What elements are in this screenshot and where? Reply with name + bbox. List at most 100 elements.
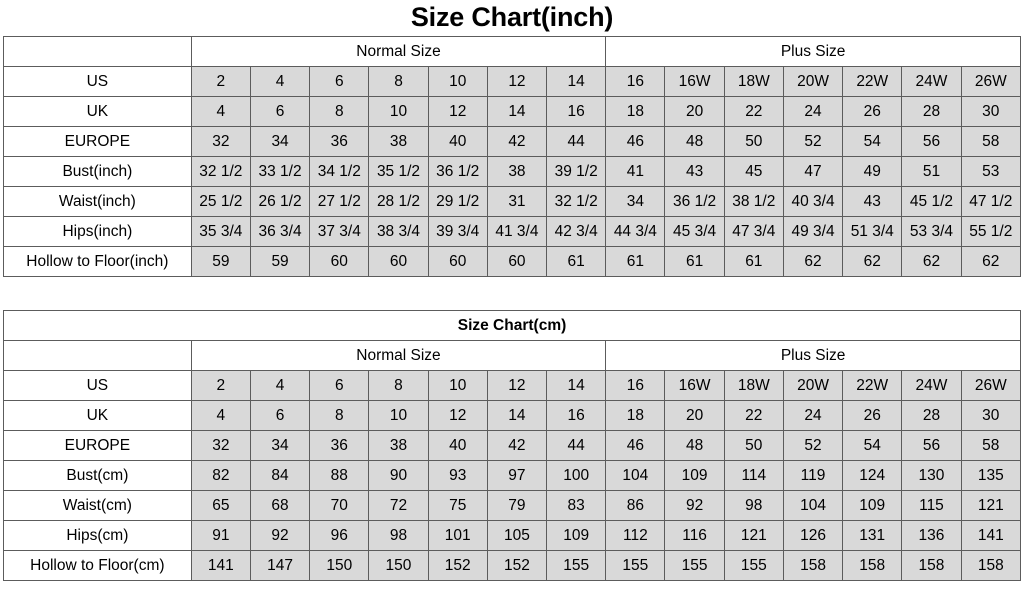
cell-cm-0-8: 16W [664, 370, 725, 401]
cell-cm-6-6: 155 [546, 550, 607, 581]
cell-cm-2-0: 32 [190, 430, 251, 461]
cell-cm-3-9: 114 [723, 460, 784, 491]
cell-inch-2-9: 50 [723, 126, 784, 157]
cell-inch-6-0: 59 [190, 246, 251, 277]
cell-inch-1-0: 4 [190, 96, 251, 127]
cell-cm-1-12: 28 [901, 400, 962, 431]
cell-cm-2-7: 46 [605, 430, 666, 461]
cell-inch-5-13: 55 1/2 [960, 216, 1022, 247]
cell-cm-1-8: 20 [664, 400, 725, 431]
cell-cm-6-11: 158 [842, 550, 903, 581]
table-row: Waist(inch) 25 1/2 26 1/2 27 1/2 28 1/2 29 1/… [3, 186, 1022, 217]
cell-inch-4-5: 31 [486, 186, 548, 217]
row-label-cm-2: EUROPE [3, 430, 192, 461]
cell-cm-1-13: 30 [960, 400, 1022, 431]
cell-inch-4-12: 45 1/2 [901, 186, 962, 217]
cell-cm-2-4: 40 [427, 430, 488, 461]
cell-cm-4-8: 92 [664, 490, 725, 521]
cell-cm-3-10: 119 [782, 460, 844, 491]
cell-cm-4-6: 83 [546, 490, 607, 521]
cell-cm-1-6: 16 [546, 400, 607, 431]
cell-inch-2-3: 38 [368, 126, 429, 157]
cell-cm-5-2: 96 [309, 520, 370, 551]
table-row: Hips(cm) 91 92 96 98 101 105 109 112 116 121 126 131… [3, 520, 1022, 551]
cell-cm-6-4: 152 [427, 550, 488, 581]
cell-inch-0-0: 2 [190, 66, 251, 97]
cell-inch-5-9: 47 3/4 [723, 216, 784, 247]
cell-inch-3-2: 34 1/2 [309, 156, 370, 187]
cell-cm-3-5: 97 [486, 460, 548, 491]
cell-cm-3-1: 84 [249, 460, 311, 491]
cell-inch-1-6: 16 [546, 96, 607, 127]
cell-cm-0-1: 4 [249, 370, 311, 401]
cell-cm-3-13: 135 [960, 460, 1022, 491]
cell-cm-5-13: 141 [960, 520, 1022, 551]
cell-inch-1-9: 22 [723, 96, 784, 127]
cell-inch-3-4: 36 1/2 [427, 156, 488, 187]
cell-inch-6-11: 62 [842, 246, 903, 277]
cell-inch-3-9: 45 [723, 156, 784, 187]
cell-inch-5-2: 37 3/4 [309, 216, 370, 247]
size-table-inch: Normal Size Plus Size US 2 4 6 8 10 12 14 16 16W 18W… [3, 36, 1022, 277]
cell-cm-2-9: 50 [723, 430, 784, 461]
table-row: Hollow to Floor(cm) 141 147 150 150 152 152 155… [3, 550, 1022, 581]
cell-cm-0-2: 6 [309, 370, 370, 401]
cell-inch-4-6: 32 1/2 [546, 186, 607, 217]
cell-cm-1-4: 12 [427, 400, 488, 431]
cell-inch-1-5: 14 [486, 96, 548, 127]
group-header-inch-1: Plus Size [605, 36, 1021, 67]
table-row: UK 4 6 8 10 12 14 16 18 20 22 24 26 28 30 [3, 400, 1022, 431]
cell-inch-3-8: 43 [664, 156, 725, 187]
cell-cm-5-6: 109 [546, 520, 607, 551]
cell-cm-4-3: 72 [368, 490, 429, 521]
cell-cm-1-1: 6 [249, 400, 311, 431]
cell-cm-2-10: 52 [782, 430, 844, 461]
cell-cm-0-7: 16 [605, 370, 666, 401]
cell-inch-2-7: 46 [605, 126, 666, 157]
cell-inch-1-11: 26 [842, 96, 903, 127]
cell-inch-6-9: 61 [723, 246, 784, 277]
cell-inch-3-13: 53 [960, 156, 1022, 187]
cell-inch-4-4: 29 1/2 [427, 186, 488, 217]
cell-inch-0-11: 22W [842, 66, 903, 97]
cell-cm-2-2: 36 [309, 430, 370, 461]
cell-cm-1-5: 14 [486, 400, 548, 431]
cell-cm-1-9: 22 [723, 400, 784, 431]
cell-cm-6-7: 155 [605, 550, 666, 581]
group-header-inch-0: Normal Size [190, 36, 607, 67]
cell-cm-4-0: 65 [190, 490, 251, 521]
table-row: Hips(inch) 35 3/4 36 3/4 37 3/4 38 3/4 39 3/4… [3, 216, 1022, 247]
cell-inch-4-0: 25 1/2 [190, 186, 251, 217]
cell-inch-0-6: 14 [546, 66, 607, 97]
cell-inch-1-10: 24 [782, 96, 844, 127]
cell-inch-0-1: 4 [249, 66, 311, 97]
row-label-inch-3: Bust(inch) [3, 156, 192, 187]
page-title-cm: Size Chart(cm) [3, 310, 1021, 341]
cell-cm-0-5: 12 [486, 370, 548, 401]
cell-inch-2-5: 42 [486, 126, 548, 157]
table-title-row-cm: Size Chart(cm) [3, 310, 1021, 341]
cell-cm-5-8: 116 [664, 520, 725, 551]
table-row: US 2 4 6 8 10 12 14 16 16W 18W 20W 22W 24W 26W [3, 66, 1022, 97]
cell-cm-0-10: 20W [782, 370, 844, 401]
row-label-inch-5: Hips(inch) [3, 216, 192, 247]
cell-inch-0-10: 20W [782, 66, 844, 97]
cell-cm-2-5: 42 [486, 430, 548, 461]
cell-cm-3-3: 90 [368, 460, 429, 491]
cell-inch-6-12: 62 [901, 246, 962, 277]
cell-inch-1-4: 12 [427, 96, 488, 127]
cell-inch-1-8: 20 [664, 96, 725, 127]
row-label-inch-0: US [3, 66, 192, 97]
cell-cm-1-7: 18 [605, 400, 666, 431]
cell-inch-1-12: 28 [901, 96, 962, 127]
cell-cm-0-9: 18W [723, 370, 784, 401]
cell-cm-5-5: 105 [486, 520, 548, 551]
table-row: Bust(inch) 32 1/2 33 1/2 34 1/2 35 1/2 36 1/2… [3, 156, 1022, 187]
cell-inch-3-12: 51 [901, 156, 962, 187]
cell-cm-6-2: 150 [309, 550, 370, 581]
page-title-inch: Size Chart(inch) [410, 2, 614, 32]
cell-cm-2-1: 34 [249, 430, 311, 461]
cell-inch-6-10: 62 [782, 246, 844, 277]
cell-inch-2-4: 40 [427, 126, 488, 157]
cell-cm-5-7: 112 [605, 520, 666, 551]
